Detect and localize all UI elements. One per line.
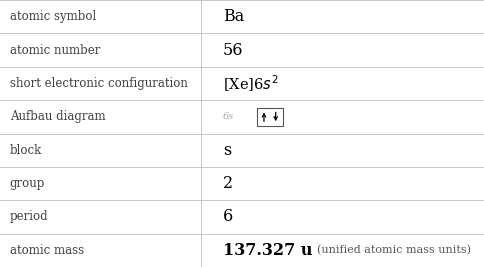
Text: group: group bbox=[10, 177, 45, 190]
Text: 2: 2 bbox=[223, 175, 233, 192]
Text: 6: 6 bbox=[223, 209, 233, 225]
Text: 6s: 6s bbox=[223, 112, 234, 121]
Text: Aufbau diagram: Aufbau diagram bbox=[10, 110, 106, 123]
Text: 56: 56 bbox=[223, 42, 243, 58]
Text: short electronic configuration: short electronic configuration bbox=[10, 77, 188, 90]
Text: block: block bbox=[10, 144, 42, 157]
Text: $\mathregular{[Xe]6}s^{2}$: $\mathregular{[Xe]6}s^{2}$ bbox=[223, 73, 278, 94]
Text: period: period bbox=[10, 210, 48, 223]
Bar bbox=[257, 108, 283, 126]
Text: atomic number: atomic number bbox=[10, 44, 100, 57]
Text: Ba: Ba bbox=[223, 8, 244, 25]
Text: 137.327 u: 137.327 u bbox=[223, 242, 312, 259]
Text: (unified atomic mass units): (unified atomic mass units) bbox=[317, 245, 471, 256]
Text: atomic symbol: atomic symbol bbox=[10, 10, 96, 23]
Text: s: s bbox=[223, 142, 231, 159]
Text: atomic mass: atomic mass bbox=[10, 244, 84, 257]
